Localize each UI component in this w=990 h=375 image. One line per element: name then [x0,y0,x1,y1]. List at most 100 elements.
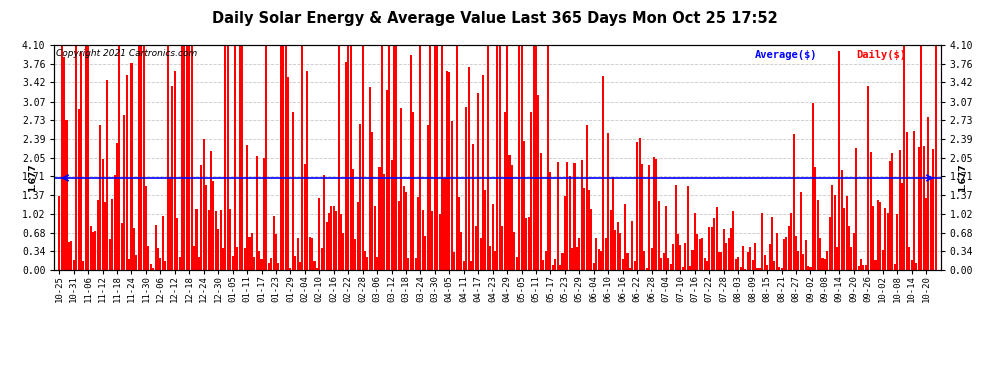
Bar [531,112,533,270]
Bar [506,45,508,270]
Bar [899,150,901,270]
Bar [901,183,903,270]
Bar [460,232,462,270]
Text: Copyright 2021 Cartronics.com: Copyright 2021 Cartronics.com [56,50,197,58]
Bar [171,86,173,270]
Bar [559,265,561,270]
Bar [369,87,371,270]
Bar [284,45,287,270]
Bar [138,45,140,270]
Bar [839,51,841,270]
Bar [412,112,414,270]
Bar [617,222,619,270]
Bar [516,257,518,270]
Bar [581,160,583,270]
Bar [834,195,836,270]
Bar [453,252,455,270]
Bar [746,252,748,270]
Bar [754,243,756,270]
Bar [349,45,351,270]
Bar [145,186,147,270]
Bar [869,152,872,270]
Bar [212,180,215,270]
Bar [255,156,257,270]
Bar [778,267,780,270]
Bar [475,225,477,270]
Bar [889,161,891,270]
Bar [77,109,79,270]
Bar [930,177,932,270]
Bar [205,185,207,270]
Bar [253,257,255,270]
Bar [287,77,289,270]
Bar [72,260,74,270]
Bar [85,45,87,270]
Bar [916,263,918,270]
Bar [366,257,368,270]
Bar [220,210,222,270]
Bar [776,233,778,270]
Bar [523,141,525,270]
Bar [650,248,652,270]
Bar [723,229,725,270]
Bar [677,234,679,270]
Bar [102,159,104,270]
Bar [843,208,845,270]
Bar [215,211,217,270]
Bar [343,233,345,270]
Bar [632,220,634,270]
Bar [749,247,751,270]
Bar [400,108,402,270]
Bar [340,214,342,270]
Bar [728,238,730,270]
Bar [494,251,496,270]
Bar [701,238,703,270]
Bar [111,199,113,270]
Bar [763,255,765,270]
Bar [403,186,405,270]
Bar [354,239,356,270]
Bar [634,261,636,270]
Bar [641,164,643,270]
Bar [225,45,227,270]
Bar [568,176,570,270]
Bar [420,45,422,270]
Bar [645,268,647,270]
Bar [371,132,373,270]
Bar [373,206,375,270]
Bar [306,70,308,270]
Bar [829,217,831,270]
Bar [316,268,318,270]
Bar [237,248,239,270]
Bar [58,196,60,270]
Bar [600,251,602,270]
Bar [751,260,753,270]
Bar [97,200,99,270]
Bar [822,258,824,270]
Bar [82,261,84,270]
Bar [867,86,869,270]
Bar [247,145,248,270]
Bar [94,231,96,270]
Bar [590,209,592,270]
Bar [415,258,417,270]
Bar [921,45,923,270]
Bar [244,248,246,270]
Bar [735,259,737,270]
Bar [299,262,301,270]
Bar [785,237,787,270]
Bar [323,176,325,270]
Bar [874,260,876,270]
Bar [845,196,847,270]
Bar [181,45,183,270]
Bar [620,233,622,270]
Bar [533,45,535,270]
Bar [499,45,501,270]
Bar [183,45,185,270]
Bar [689,266,691,270]
Bar [114,176,116,270]
Bar [571,248,573,270]
Bar [766,266,768,270]
Bar [458,197,460,270]
Bar [771,217,773,270]
